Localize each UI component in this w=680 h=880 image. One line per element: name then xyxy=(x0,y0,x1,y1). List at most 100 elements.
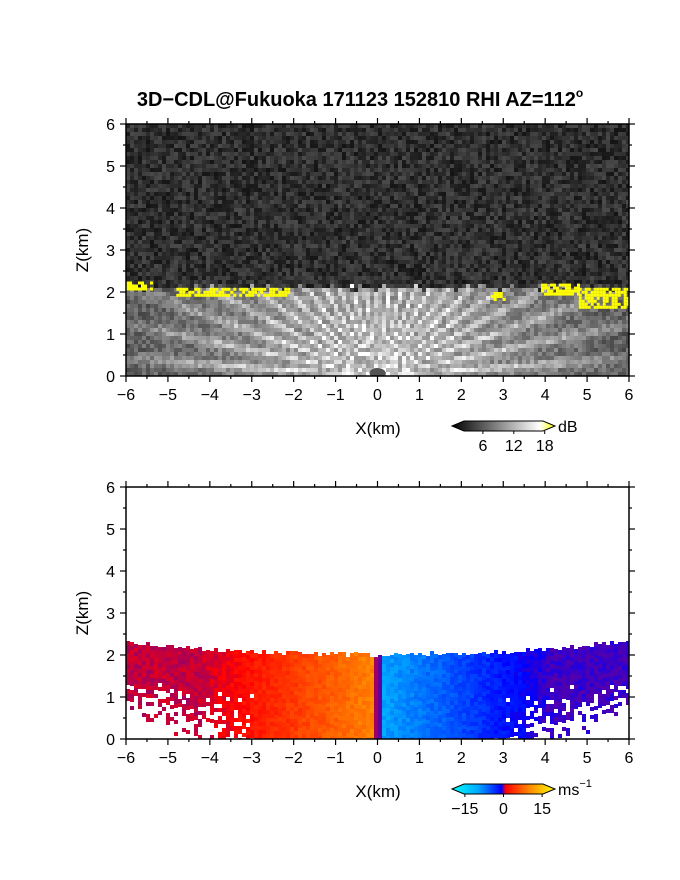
backscatter-cell xyxy=(534,268,538,272)
backscatter-cell xyxy=(514,188,518,192)
backscatter-cell xyxy=(294,224,298,228)
backscatter-cell xyxy=(306,232,310,236)
backscatter-cell xyxy=(434,172,438,176)
backscatter-cell xyxy=(298,212,302,216)
backscatter-cell xyxy=(350,232,354,236)
backscatter-cell xyxy=(406,208,410,212)
backscatter-cell xyxy=(362,180,366,184)
backscatter-cell xyxy=(154,128,158,132)
backscatter-cell xyxy=(490,132,494,136)
backscatter-cell xyxy=(286,188,290,192)
backscatter-cell xyxy=(450,196,454,200)
backscatter-cell xyxy=(266,144,270,148)
backscatter-cell xyxy=(482,236,486,240)
backscatter-cell xyxy=(374,164,378,168)
backscatter-cell xyxy=(274,256,278,260)
backscatter-cell xyxy=(158,248,162,252)
backscatter-cell xyxy=(550,248,554,252)
backscatter-cell xyxy=(174,248,178,252)
backscatter-cell xyxy=(442,264,446,268)
backscatter-cell xyxy=(610,176,614,180)
backscatter-cell xyxy=(330,252,334,256)
backscatter-cell xyxy=(186,168,190,172)
backscatter-cell xyxy=(594,192,598,196)
backscatter-cell xyxy=(278,132,282,136)
backscatter-cell xyxy=(330,248,334,252)
backscatter-cell xyxy=(574,228,578,232)
backscatter-cell xyxy=(550,192,554,196)
backscatter-cell xyxy=(618,220,622,224)
backscatter-cell xyxy=(138,196,142,200)
backscatter-cell xyxy=(534,188,538,192)
backscatter-cell xyxy=(466,216,470,220)
backscatter-cell xyxy=(378,152,382,156)
backscatter-cell xyxy=(142,152,146,156)
backscatter-cell xyxy=(146,280,150,284)
backscatter-cell xyxy=(274,160,278,164)
backscatter-cell xyxy=(138,152,142,156)
backscatter-cell xyxy=(558,212,562,216)
backscatter-cell xyxy=(462,276,466,280)
backscatter-cell xyxy=(410,176,414,180)
backscatter-cell xyxy=(318,160,322,164)
backscatter-cell xyxy=(546,148,550,152)
backscatter-cell xyxy=(542,196,546,200)
backscatter-cell xyxy=(314,192,318,196)
backscatter-cell xyxy=(466,256,470,260)
backscatter-cell xyxy=(166,276,170,280)
backscatter-cell xyxy=(386,196,390,200)
backscatter-cell xyxy=(422,172,426,176)
backscatter-cell xyxy=(498,136,502,140)
backscatter-cell xyxy=(206,224,210,228)
backscatter-cell xyxy=(370,200,374,204)
backscatter-cell xyxy=(262,196,266,200)
backscatter-cell xyxy=(506,132,510,136)
backscatter-cell xyxy=(286,240,290,244)
backscatter-cell xyxy=(514,172,518,176)
backscatter-cell xyxy=(326,224,330,228)
backscatter-cell xyxy=(534,228,538,232)
backscatter-cell xyxy=(330,256,334,260)
backscatter-cell xyxy=(194,216,198,220)
backscatter-cell xyxy=(450,224,454,228)
backscatter-cell xyxy=(470,264,474,268)
backscatter-cell xyxy=(554,216,558,220)
backscatter-cell xyxy=(418,144,422,148)
backscatter-cell xyxy=(190,180,194,184)
backscatter-cell xyxy=(550,232,554,236)
backscatter-cell xyxy=(398,204,402,208)
backscatter-cell xyxy=(390,188,394,192)
backscatter-cell xyxy=(590,164,594,168)
backscatter-cell xyxy=(318,252,322,256)
backscatter-cell xyxy=(330,200,334,204)
backscatter-cell xyxy=(146,148,150,152)
backscatter-cell xyxy=(622,240,626,244)
backscatter-cell xyxy=(330,244,334,248)
backscatter-cell xyxy=(626,128,629,132)
backscatter-cell xyxy=(574,200,578,204)
backscatter-cell xyxy=(390,212,394,216)
backscatter-cell xyxy=(422,184,426,188)
backscatter-cell xyxy=(290,160,294,164)
backscatter-cell xyxy=(310,244,314,248)
backscatter-cell xyxy=(290,244,294,248)
backscatter-cell xyxy=(514,260,518,264)
backscatter-cell xyxy=(506,240,510,244)
backscatter-cell xyxy=(398,212,402,216)
backscatter-cell xyxy=(270,244,274,248)
backscatter-cell xyxy=(606,192,610,196)
backscatter-cell xyxy=(358,152,362,156)
backscatter-cell xyxy=(374,204,378,208)
backscatter-cell xyxy=(250,260,254,264)
backscatter-cell xyxy=(438,280,442,284)
backscatter-cell xyxy=(374,152,378,156)
backscatter-cell xyxy=(286,168,290,172)
backscatter-cell xyxy=(326,148,330,152)
backscatter-cell xyxy=(146,152,150,156)
backscatter-cell xyxy=(130,156,134,160)
backscatter-cell xyxy=(370,152,374,156)
backscatter-cell xyxy=(358,232,362,236)
backscatter-cell xyxy=(598,184,602,188)
backscatter-cell xyxy=(434,144,438,148)
backscatter-cell xyxy=(562,232,566,236)
